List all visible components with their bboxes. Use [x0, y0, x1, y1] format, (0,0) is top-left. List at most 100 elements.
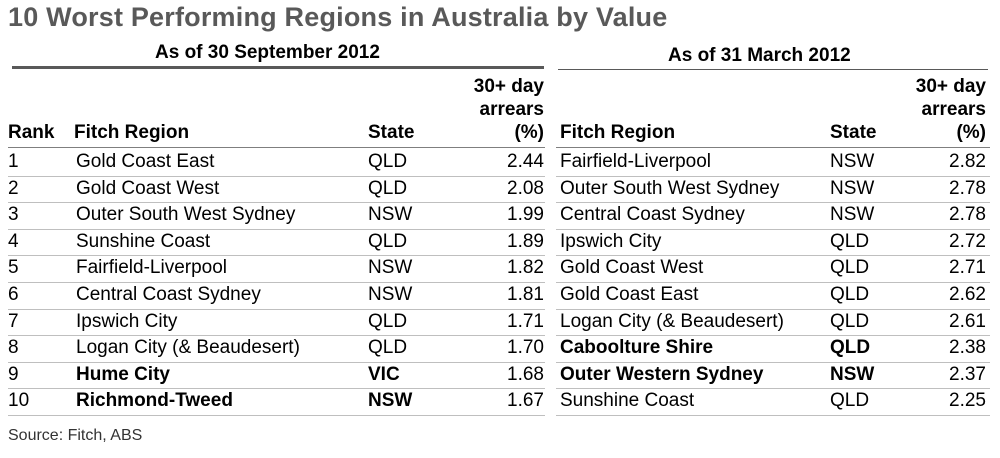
region-cell-sep: Outer South West Sydney: [76, 204, 296, 226]
rank-cell: 2: [8, 177, 19, 199]
header-region-left: Fitch Region: [74, 122, 190, 143]
arrears-value-sep: 1.67: [507, 390, 544, 412]
header-rank: Rank: [8, 122, 55, 143]
row-separator: [8, 361, 545, 363]
state-cell-mar: QLD: [830, 257, 870, 279]
row-separator: [8, 175, 545, 177]
arrears-value-mar: 2.38: [949, 337, 986, 359]
arrears-value-sep: 2.08: [507, 177, 544, 199]
chart-title: 10 Worst Performing Regions in Australia…: [8, 2, 668, 32]
row-separator: [556, 175, 990, 177]
arrears-value-sep: 1.68: [507, 363, 544, 385]
region-cell-sep: Ipswich City: [76, 310, 178, 332]
row-separator: [556, 335, 990, 337]
region-cell-mar: Outer South West Sydney: [560, 177, 780, 199]
arrears-value-mar: 2.71: [949, 257, 986, 279]
state-cell-mar: QLD: [830, 284, 870, 305]
arrears-value-sep: 1.82: [507, 257, 544, 279]
arrears-value-mar: 2.25: [949, 390, 986, 412]
state-cell-mar: QLD: [830, 337, 871, 359]
rank-cell: 7: [8, 310, 19, 332]
state-cell-sep: QLD: [368, 177, 408, 199]
rank-cell: 1: [8, 151, 19, 172]
left-period-rule: [12, 66, 544, 69]
region-cell-sep: Logan City (& Beaudesert): [76, 337, 300, 359]
state-cell-sep: NSW: [368, 204, 413, 226]
arrears-value-mar: 2.61: [949, 310, 986, 332]
region-cell-sep: Central Coast Sydney: [76, 284, 261, 305]
state-cell-sep: NSW: [368, 284, 413, 305]
state-cell-mar: QLD: [830, 230, 870, 252]
arrears-value-sep: 1.70: [507, 337, 544, 359]
arrears-value-sep: 1.89: [507, 230, 544, 252]
row-separator: [8, 228, 545, 230]
source-note: Source: Fitch, ABS: [8, 427, 143, 444]
region-cell-sep: Gold Coast West: [76, 177, 220, 199]
region-cell-mar: Gold Coast West: [560, 257, 704, 279]
rank-cell: 10: [8, 390, 30, 412]
state-cell-sep: QLD: [368, 151, 408, 172]
row-separator: [8, 335, 545, 337]
region-cell-mar: Logan City (& Beaudesert): [560, 310, 784, 332]
state-cell-mar: NSW: [830, 363, 875, 385]
state-cell-mar: QLD: [830, 390, 870, 412]
left-period-header: As of 30 September 2012: [155, 42, 380, 63]
left-header-rule: [8, 147, 545, 148]
arrears-value-sep: 2.44: [507, 151, 544, 172]
header-arrears-right-line3: (%): [956, 122, 986, 143]
header-arrears-right-line2: arrears: [921, 99, 986, 120]
rank-cell: 4: [8, 230, 19, 252]
state-cell-sep: QLD: [368, 230, 408, 252]
header-region-right: Fitch Region: [560, 122, 676, 143]
row-separator: [556, 308, 990, 310]
region-cell-sep: Richmond-Tweed: [76, 390, 233, 412]
arrears-value-sep: 1.81: [507, 284, 544, 305]
region-cell-mar: Fairfield-Liverpool: [560, 151, 712, 172]
row-separator: [8, 308, 545, 310]
region-cell-mar: Gold Coast East: [560, 284, 699, 305]
arrears-value-mar: 2.82: [949, 151, 986, 172]
arrears-value-mar: 2.78: [949, 204, 986, 226]
row-separator: [556, 415, 990, 416]
arrears-value-sep: 1.71: [507, 310, 544, 332]
region-cell-mar: Central Coast Sydney: [560, 204, 745, 226]
header-state-right: State: [830, 122, 877, 143]
header-arrears-left-line1: 30+ day: [473, 76, 544, 97]
state-cell-mar: NSW: [830, 151, 875, 172]
row-separator: [8, 202, 545, 204]
state-cell-mar: QLD: [830, 310, 870, 332]
right-period-rule: [558, 69, 988, 70]
state-cell-sep: QLD: [368, 310, 408, 332]
right-period-header: As of 31 March 2012: [668, 45, 851, 66]
state-cell-sep: QLD: [368, 337, 408, 359]
state-cell-sep: NSW: [368, 390, 413, 412]
row-separator: [8, 388, 545, 390]
rank-cell: 3: [8, 204, 19, 226]
row-separator: [556, 228, 990, 230]
rank-cell: 6: [8, 284, 19, 305]
row-separator: [556, 361, 990, 363]
row-separator: [556, 388, 990, 390]
state-cell-mar: NSW: [830, 177, 875, 199]
region-cell-sep: Hume City: [76, 363, 170, 385]
arrears-value-mar: 2.37: [949, 363, 986, 385]
arrears-value-mar: 2.72: [949, 230, 986, 252]
region-cell-mar: Ipswich City: [560, 230, 662, 252]
rank-cell: 8: [8, 337, 19, 359]
region-cell-mar: Sunshine Coast: [560, 390, 695, 412]
header-arrears-left-line2: arrears: [479, 99, 544, 120]
row-separator: [556, 282, 990, 283]
rank-cell: 9: [8, 363, 19, 385]
region-cell-mar: Outer Western Sydney: [560, 363, 764, 385]
state-cell-mar: NSW: [830, 204, 875, 226]
rank-cell: 5: [8, 257, 19, 279]
state-cell-sep: VIC: [368, 363, 400, 385]
row-separator: [8, 255, 545, 257]
region-cell-mar: Caboolture Shire: [560, 337, 714, 359]
state-cell-sep: NSW: [368, 257, 413, 279]
row-separator: [8, 415, 545, 416]
region-cell-sep: Gold Coast East: [76, 151, 215, 172]
region-cell-sep: Fairfield-Liverpool: [76, 257, 228, 279]
row-separator: [556, 202, 990, 204]
header-arrears-left-line3: (%): [514, 122, 544, 143]
